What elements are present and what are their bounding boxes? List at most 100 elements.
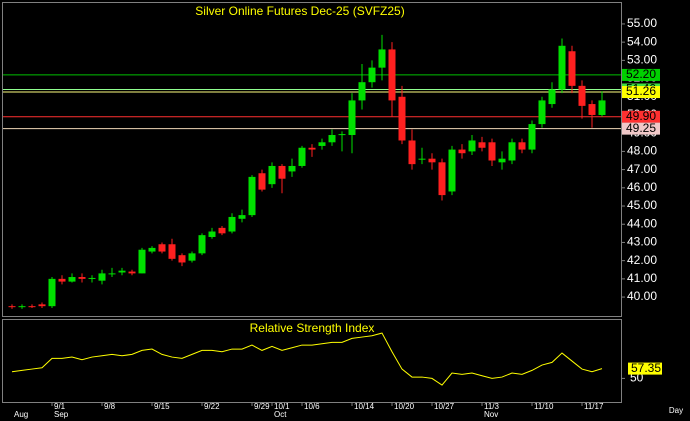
y-tick-label: 47.00	[627, 162, 657, 176]
candle-body	[328, 135, 336, 143]
x-axis-label: Day	[669, 406, 683, 415]
x-tick-label: 10/20	[394, 402, 415, 411]
candle-body	[348, 100, 356, 136]
candle-body	[148, 247, 156, 252]
candle-body	[438, 162, 446, 196]
y-tick-label: 45.00	[627, 198, 657, 212]
candle-body	[48, 278, 56, 307]
month-label: Sep	[54, 410, 69, 419]
candle-body	[398, 96, 406, 141]
candle-body	[578, 85, 586, 106]
candle-body	[598, 100, 606, 115]
price-label: 51.26	[626, 84, 656, 98]
candle-body	[278, 165, 286, 179]
month-label: Oct	[274, 410, 287, 419]
candle-body	[358, 82, 366, 101]
candle-body	[38, 304, 46, 307]
candle-body	[518, 142, 526, 150]
y-tick-label: 40.00	[627, 289, 657, 303]
price-panel	[2, 2, 622, 317]
candle-body	[208, 231, 216, 237]
candle-body	[258, 173, 266, 190]
candle-body	[228, 216, 236, 232]
candle-body	[98, 273, 106, 281]
candle-body	[368, 67, 376, 83]
candle-body	[528, 124, 536, 150]
candle-body	[298, 147, 306, 166]
price-label-box	[622, 110, 660, 123]
candle-body	[218, 227, 226, 234]
candle-body	[8, 306, 16, 308]
y-tick-label: 43.00	[627, 235, 657, 249]
candle-body	[238, 215, 246, 219]
month-label: Nov	[484, 410, 498, 419]
candle-body	[378, 49, 386, 68]
x-tick-label: 9/22	[204, 402, 220, 411]
x-tick-label: 11/10	[534, 402, 554, 411]
price-label-box	[622, 122, 660, 135]
candle-body	[408, 140, 416, 165]
price-label-box	[622, 68, 660, 81]
x-tick-label: 10/6	[304, 402, 320, 411]
y-tick-label: 54.00	[627, 34, 657, 48]
candle-body	[68, 277, 76, 282]
candle-body	[18, 306, 26, 308]
candle-body	[338, 134, 346, 136]
y-tick-label: 41.00	[627, 271, 657, 285]
candle-body	[188, 253, 196, 261]
candle-body	[558, 45, 566, 90]
y-tick-label: 42.00	[627, 253, 657, 267]
candle-body	[428, 158, 436, 163]
candle-body	[568, 51, 576, 86]
candle-body	[28, 306, 36, 308]
candle-body	[508, 142, 516, 161]
x-tick-label: 10/14	[354, 402, 375, 411]
candle-body	[548, 89, 556, 105]
y-tick-label: 48.00	[627, 144, 657, 158]
x-tick-label: 9/15	[154, 402, 170, 411]
candle-body	[308, 147, 316, 150]
candle-body	[418, 158, 426, 160]
x-tick-label: 9/29	[254, 402, 270, 411]
candle-body	[168, 244, 176, 259]
candle-body	[538, 100, 546, 125]
price-label-box	[622, 86, 660, 99]
candle-body	[88, 277, 96, 279]
candle-body	[288, 165, 296, 172]
chart-title: Silver Online Futures Dec-25 (SVFZ25)	[195, 4, 404, 18]
candle-body	[118, 270, 126, 273]
x-tick-label: 9/1	[54, 402, 66, 411]
price-label: 49.25	[626, 121, 656, 135]
candle-body	[108, 273, 116, 275]
rsi-title: Relative Strength Index	[250, 321, 375, 335]
candle-body	[448, 149, 456, 192]
candle-body	[128, 271, 136, 274]
y-tick-label: 44.00	[627, 216, 657, 230]
x-tick-label: 9/8	[104, 402, 116, 411]
candle-body	[268, 165, 276, 185]
candle-body	[588, 104, 596, 115]
candle-body	[488, 142, 496, 161]
y-tick-label: 55.00	[627, 16, 657, 30]
candle-body	[58, 278, 66, 282]
rsi-label: 57.35	[631, 361, 661, 375]
x-tick-label: 10/1	[274, 402, 290, 411]
rsi-label-box	[628, 362, 662, 375]
y-tick-label: 53.00	[627, 53, 657, 67]
candle-body	[138, 249, 146, 274]
candle-body	[158, 244, 166, 252]
x-tick-label: 11/17	[584, 402, 604, 411]
candle-body	[198, 235, 206, 254]
rsi-line	[11, 332, 603, 386]
y-tick-label: 46.00	[627, 180, 657, 194]
candle-body	[78, 277, 86, 279]
price-label: 49.90	[626, 109, 656, 123]
candle-body	[388, 49, 396, 101]
month-label: Aug	[14, 410, 28, 419]
x-tick-label: 10/27	[434, 402, 455, 411]
price-label: 52.20	[626, 67, 656, 81]
candle-body	[248, 176, 256, 216]
candle-body	[458, 149, 466, 154]
